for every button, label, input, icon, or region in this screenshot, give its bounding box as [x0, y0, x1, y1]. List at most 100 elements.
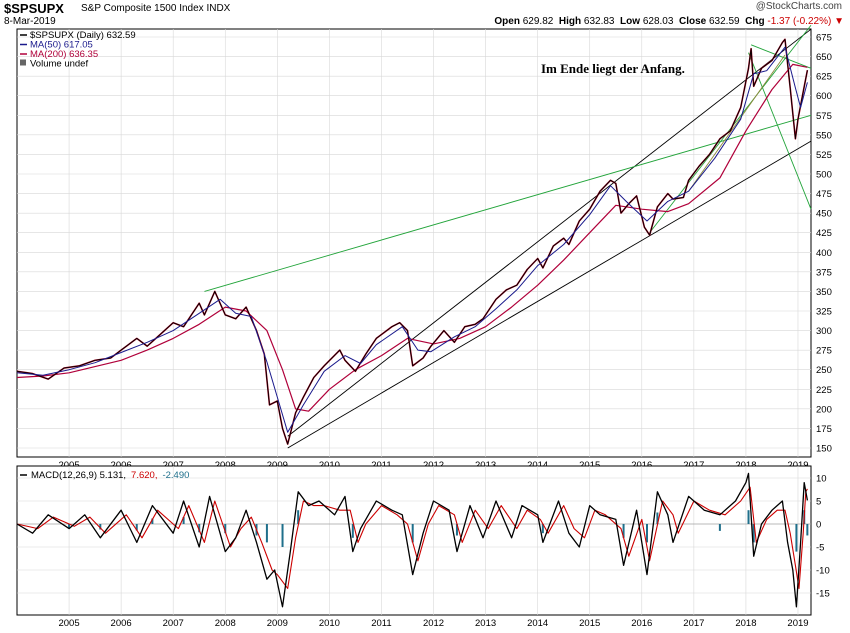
histogram-bar [455, 524, 458, 536]
y-tick-label: 0 [816, 520, 821, 531]
x-tick-label: 2011 [371, 618, 391, 629]
x-tick-label: 2009 [267, 618, 288, 629]
histogram-bar [411, 524, 414, 543]
trendline [287, 140, 812, 449]
y-tick-label: 575 [816, 111, 832, 122]
y-tick-label: 550 [816, 130, 832, 141]
high-value: 632.83 [583, 16, 615, 27]
legend-label: -2.490 [162, 470, 189, 481]
histogram-bar [541, 524, 544, 534]
y-tick-label: -5 [816, 543, 824, 554]
legend-swatch [20, 59, 26, 66]
histogram-bar [151, 518, 154, 524]
histogram-bar [351, 524, 354, 538]
y-tick-label: 400 [816, 248, 832, 259]
histogram-bar [747, 510, 750, 524]
macd-panel[interactable]: -15 -10 -5 0 5 10 2005 2006 2007 2008 2009 2010 2011… [16, 465, 830, 629]
index-description: S&P Composite 1500 Index INDX [81, 3, 231, 14]
x-tick-label: 2016 [631, 618, 652, 629]
histogram-bar [265, 524, 268, 543]
stockcharts-logo[interactable]: @StockCharts.com [755, 1, 842, 12]
low-value: 628.03 [642, 16, 674, 27]
y-tick-label: 650 [816, 52, 832, 63]
y-tick-label: 5 [816, 497, 821, 508]
macd-line [16, 472, 809, 608]
y-tick-label: 150 [816, 444, 832, 455]
y-tick-label: 300 [816, 326, 832, 337]
chart-symbol: $SPSUPX [4, 1, 64, 16]
quote-summary: Open 629.82 High 632.83 Low 628.03 Close… [494, 16, 844, 27]
y-tick-label: 375 [816, 267, 832, 278]
close-label: Close [678, 16, 707, 27]
trendline [688, 54, 786, 192]
x-tick-label: 2012 [423, 618, 444, 629]
chart-annotation: Im Ende liegt der Anfang. [541, 61, 685, 76]
high-label: High [558, 16, 582, 27]
histogram-bar [795, 524, 798, 552]
down-arrow-icon: ▼ [834, 16, 844, 27]
x-tick-label: 2017 [683, 618, 704, 629]
histogram-bar [752, 524, 755, 543]
x-tick-label: 2008 [215, 618, 236, 629]
histogram-bar [99, 524, 102, 530]
y-tick-label: 175 [816, 424, 832, 435]
chart-date: 8-Mar-2019 [4, 16, 56, 27]
y-tick-label: 675 [816, 33, 832, 44]
histogram-bar [135, 524, 138, 531]
trendline [204, 114, 812, 292]
y-tick-label: -10 [816, 566, 830, 577]
y-tick-label: 325 [816, 307, 832, 318]
y-tick-label: 275 [816, 346, 832, 357]
histogram-bar [182, 517, 185, 524]
x-tick-label: 2019 [787, 618, 808, 629]
open-value: 629.82 [522, 16, 554, 27]
x-tick-label: 2015 [579, 618, 600, 629]
open-label: Open [494, 16, 520, 27]
histogram-bar [645, 524, 648, 543]
price-panel[interactable]: 150 175 200 225 250 275 300 325 350 375 400 425 450 4… [16, 24, 832, 471]
y-tick-label: 10 [816, 474, 827, 485]
signal-line [16, 486, 808, 589]
y-tick-label: 425 [816, 228, 832, 239]
price-line [16, 38, 808, 445]
histogram-bar [297, 510, 300, 524]
y-tick-label: 225 [816, 385, 832, 396]
histogram-bar [198, 524, 201, 533]
panel-frame [16, 465, 812, 616]
y-tick-label: 625 [816, 72, 832, 83]
y-tick-label: 600 [816, 91, 832, 102]
y-tick-label: 450 [816, 209, 832, 220]
close-value: 632.59 [709, 16, 740, 27]
histogram-bar [622, 524, 625, 538]
legend: MACD(12,26,9) 5.131, 7.620, -2.490 [20, 470, 189, 481]
histogram-bar [656, 512, 659, 524]
x-tick-label: 2007 [163, 618, 184, 629]
legend-label: Volume undef [30, 59, 88, 70]
x-tick-label: 2018 [735, 618, 756, 629]
x-tick-label: 2006 [111, 618, 132, 629]
x-tick-label: 2014 [527, 618, 548, 629]
legend-label: MA(200) 636.35 [30, 49, 98, 60]
legend-label: 7.620, [131, 470, 157, 481]
ma200-line [16, 63, 808, 412]
histogram-bar [224, 524, 227, 534]
y-tick-label: 200 [816, 404, 832, 415]
chg-label: Chg [745, 16, 765, 27]
y-tick-label: -15 [816, 589, 830, 600]
histogram-bar [806, 524, 809, 536]
y-tick-label: 250 [816, 365, 832, 376]
trendline [748, 52, 812, 210]
chg-value: -1.37 (-0.22%) [767, 16, 832, 27]
legend-label: MA(50) 617.05 [30, 40, 93, 51]
y-tick-label: 350 [816, 287, 832, 298]
ma50-line [16, 46, 808, 433]
legend-label: $SPSUPX (Daily) 632.59 [30, 30, 136, 41]
y-tick-label: 475 [816, 189, 832, 200]
legend-label: MACD(12,26,9) 5.131, [31, 470, 126, 481]
x-tick-label: 2010 [319, 618, 340, 629]
x-tick-label: 2005 [58, 618, 79, 629]
trendline [287, 28, 812, 437]
histogram-bar [281, 524, 284, 547]
